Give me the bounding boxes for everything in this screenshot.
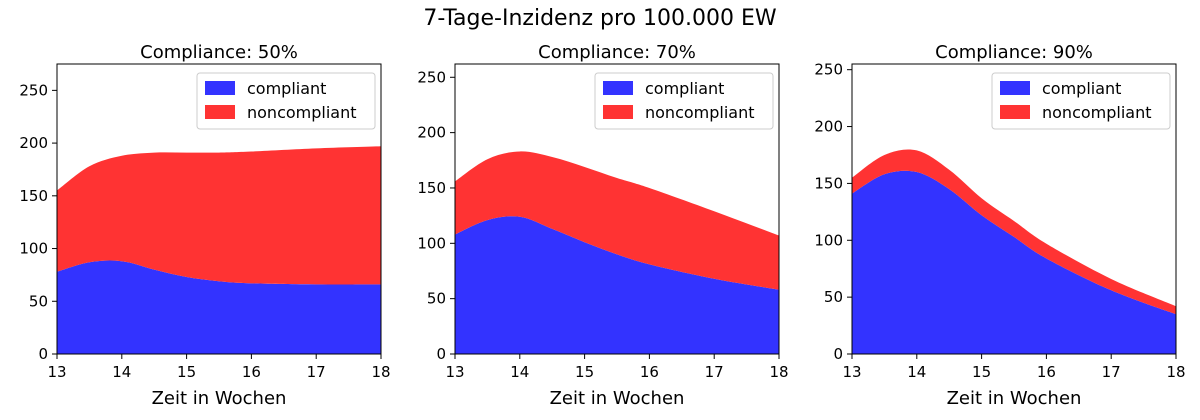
y-tick-label: 50 <box>824 288 843 306</box>
y-tick-label: 100 <box>19 240 48 258</box>
legend-label-compliant: compliant <box>247 79 326 98</box>
legend-swatch-noncompliant <box>205 105 235 119</box>
y-tick-label: 150 <box>19 187 48 205</box>
legend-swatch-noncompliant <box>1000 105 1030 119</box>
x-tick-label: 17 <box>705 363 724 381</box>
legend: compliant noncompliant <box>196 72 376 130</box>
figure-title: 7-Tage-Inzidenz pro 100.000 EW <box>423 6 777 31</box>
y-tick-label: 150 <box>814 174 843 192</box>
legend-label-noncompliant: noncompliant <box>645 103 755 122</box>
area-noncompliant <box>57 146 381 285</box>
area-compliant <box>57 260 381 354</box>
x-tick-label: 17 <box>1102 363 1121 381</box>
y-tick-label: 100 <box>814 231 843 249</box>
x-tick-label: 13 <box>842 363 861 381</box>
chart-panel-1: 13 14 15 16 17 18 0 50 100 150 200 250 Compliance: 5… <box>19 42 390 409</box>
y-tick-label: 0 <box>436 345 446 363</box>
y-tick-label: 200 <box>19 134 48 152</box>
legend-swatch-compliant <box>603 81 633 95</box>
y-tick-label: 50 <box>29 292 48 310</box>
y-tick-label: 250 <box>814 61 843 79</box>
x-tick-label: 17 <box>307 363 326 381</box>
panel-title: Compliance: 90% <box>935 42 1093 63</box>
x-tick-label: 16 <box>1037 363 1056 381</box>
axes-frame <box>851 63 1177 355</box>
x-tick-label: 18 <box>769 363 788 381</box>
area-noncompliant <box>455 151 779 290</box>
x-tick-label: 14 <box>510 363 529 381</box>
x-axis-label: Zeit in Wochen <box>152 388 287 409</box>
y-tick-label: 0 <box>38 345 48 363</box>
area-compliant <box>852 170 1176 354</box>
x-tick-label: 18 <box>1166 363 1185 381</box>
y-tick-label: 0 <box>833 345 843 363</box>
x-tick-label: 14 <box>112 363 131 381</box>
x-axis-label: Zeit in Wochen <box>947 388 1082 409</box>
chart-panel-2: 13 14 15 16 17 18 0 50 100 150 200 250 Compliance: 7… <box>417 42 788 409</box>
legend-label-noncompliant: noncompliant <box>1042 103 1152 122</box>
x-tick-label: 15 <box>972 363 991 381</box>
area-noncompliant <box>852 149 1176 315</box>
legend-box <box>991 72 1171 130</box>
x-tick-label: 15 <box>575 363 594 381</box>
legend-swatch-compliant <box>1000 81 1030 95</box>
x-axis-label: Zeit in Wochen <box>550 388 685 409</box>
area-compliant <box>455 216 779 354</box>
legend-label-noncompliant: noncompliant <box>247 103 357 122</box>
y-tick-label: 200 <box>417 124 446 142</box>
panel-title: Compliance: 70% <box>538 42 696 63</box>
x-tick-label: 18 <box>371 363 390 381</box>
legend: compliant noncompliant <box>991 72 1171 130</box>
axes-frame <box>454 63 780 355</box>
y-tick-label: 250 <box>19 81 48 99</box>
y-tick-label: 250 <box>417 68 446 86</box>
x-tick-label: 16 <box>242 363 261 381</box>
x-tick-label: 16 <box>640 363 659 381</box>
legend-swatch-compliant <box>205 81 235 95</box>
legend-label-compliant: compliant <box>645 79 724 98</box>
panel-title: Compliance: 50% <box>140 42 298 63</box>
legend-box <box>196 72 376 130</box>
axes-frame <box>56 63 382 355</box>
legend-box <box>594 72 774 130</box>
x-tick-label: 13 <box>47 363 66 381</box>
y-tick-label: 200 <box>814 118 843 136</box>
x-tick-label: 15 <box>177 363 196 381</box>
y-tick-label: 150 <box>417 179 446 197</box>
x-tick-label: 13 <box>445 363 464 381</box>
legend-label-compliant: compliant <box>1042 79 1121 98</box>
legend-swatch-noncompliant <box>603 105 633 119</box>
y-tick-label: 50 <box>427 290 446 308</box>
chart-panel-3: 13 14 15 16 17 18 0 50 100 150 200 250 Compliance: 9… <box>814 42 1185 409</box>
legend: compliant noncompliant <box>594 72 774 130</box>
y-tick-label: 100 <box>417 234 446 252</box>
x-tick-label: 14 <box>907 363 926 381</box>
